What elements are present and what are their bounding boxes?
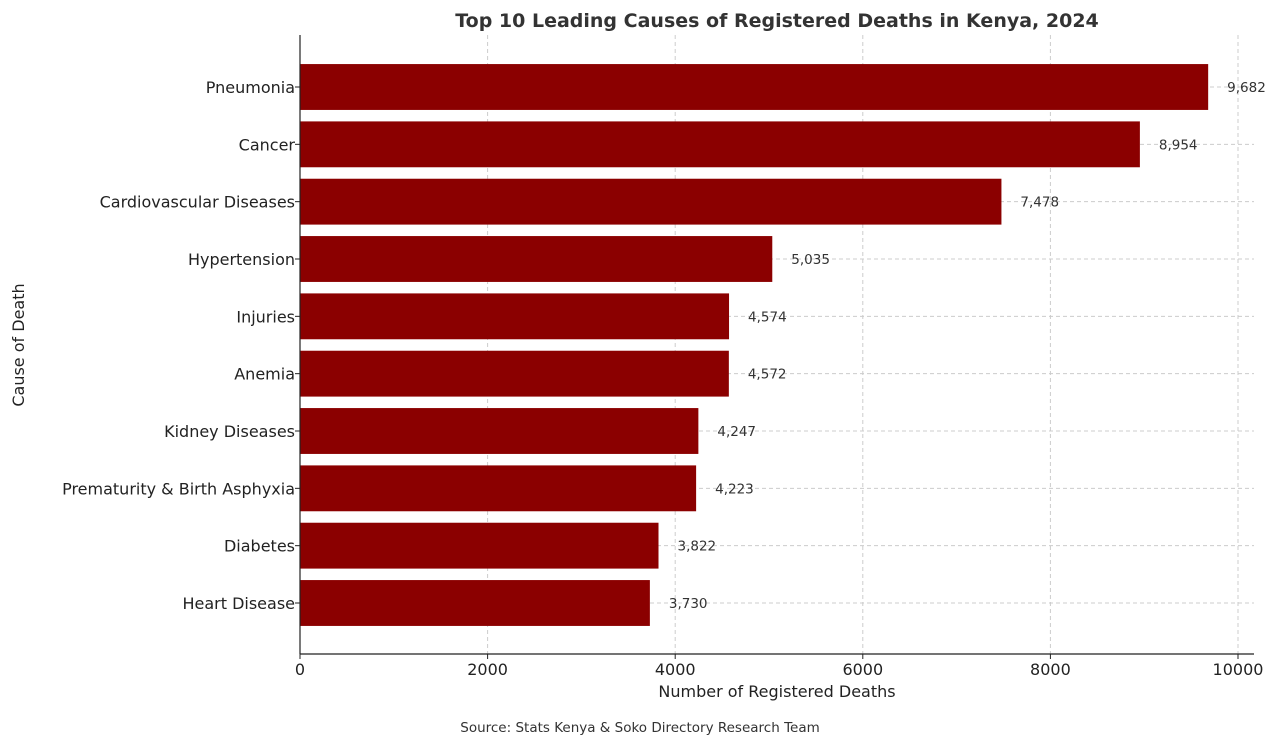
data-label: 5,035 [791,252,830,268]
data-label: 4,223 [715,481,754,497]
data-label: 4,247 [717,424,756,440]
value-labels: 9,682 8,954 7,478 5,035 4,574 4,572 4,247 4,223… [669,80,1266,612]
data-label: 3,730 [669,596,708,612]
y-tick-label: Hypertension [188,250,295,269]
x-tick-label: 8000 [1030,660,1071,679]
bar [300,522,659,569]
y-tick-label: Diabetes [224,537,295,556]
data-label: 7,478 [1020,195,1059,211]
bar [300,350,729,397]
y-tick-label: Injuries [236,307,295,326]
x-tick-label: 4000 [655,660,696,679]
y-tick-label: Kidney Diseases [164,422,295,441]
bar [300,465,697,512]
x-tick-label: 0 [295,660,305,679]
y-ticks: Pneumonia Cancer Cardiovascular Diseases Hy… [62,78,300,613]
y-tick-label: Heart Disease [182,594,295,613]
bars [300,64,1209,626]
data-label: 8,954 [1159,137,1198,153]
bar [300,236,773,282]
y-tick-label: Prematurity & Birth Asphyxia [62,479,295,498]
bar [300,293,730,340]
y-axis-label: Cause of Death [9,283,28,406]
chart-title: Top 10 Leading Causes of Registered Deat… [455,10,1099,32]
x-tick-label: 2000 [467,660,508,679]
x-tick-label: 10000 [1213,660,1264,679]
bar [300,178,1002,225]
data-label: 9,682 [1227,80,1266,96]
data-label: 3,822 [678,539,717,555]
source-note: Source: Stats Kenya & Soko Directory Res… [460,720,820,736]
x-ticks: 0 2000 4000 6000 8000 10000 [295,654,1264,679]
x-axis-label: Number of Registered Deaths [658,682,895,701]
y-tick-label: Anemia [234,365,295,384]
bar [300,121,1140,168]
y-tick-label: Pneumonia [206,78,295,97]
data-label: 4,574 [748,309,787,325]
bar [300,580,650,626]
data-label: 4,572 [748,367,787,383]
y-tick-label: Cancer [239,135,296,154]
y-tick-label: Cardiovascular Diseases [100,193,295,212]
bar [300,408,699,454]
axes [299,35,1254,655]
bar [300,64,1209,110]
x-tick-label: 6000 [842,660,883,679]
